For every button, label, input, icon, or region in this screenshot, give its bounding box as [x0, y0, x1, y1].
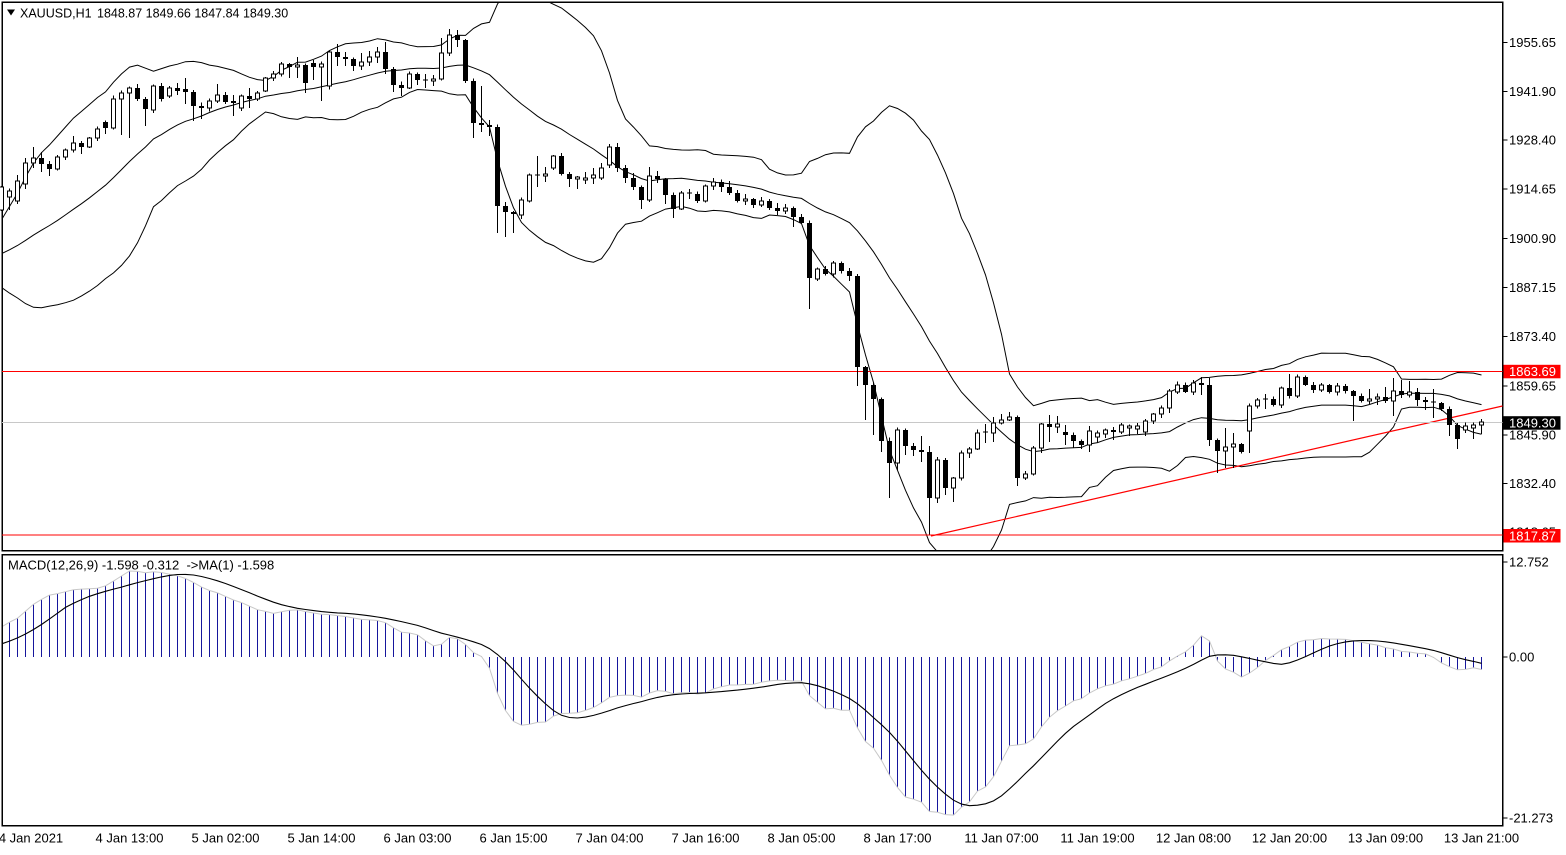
- svg-text:1859.65: 1859.65: [1509, 379, 1556, 394]
- svg-text:12.752: 12.752: [1509, 555, 1549, 570]
- svg-text:1873.40: 1873.40: [1509, 329, 1556, 344]
- svg-text:1832.40: 1832.40: [1509, 476, 1556, 491]
- svg-text:-21.273: -21.273: [1509, 811, 1553, 826]
- svg-text:1914.65: 1914.65: [1509, 182, 1556, 197]
- svg-text:XAUUSD,H1: XAUUSD,H1: [20, 7, 92, 21]
- svg-text:12 Jan 08:00: 12 Jan 08:00: [1156, 831, 1231, 846]
- svg-text:MACD(12,26,9) -1.598 -0.312 -: MACD(12,26,9) -1.598 -0.312 ->MA(1) -1.5…: [8, 558, 274, 573]
- svg-text:11 Jan 19:00: 11 Jan 19:00: [1060, 831, 1134, 846]
- svg-text:1928.40: 1928.40: [1509, 132, 1556, 147]
- svg-text:13 Jan 21:00: 13 Jan 21:00: [1444, 831, 1519, 846]
- svg-text:12 Jan 20:00: 12 Jan 20:00: [1252, 831, 1327, 846]
- svg-text:8 Jan 05:00: 8 Jan 05:00: [768, 831, 836, 846]
- svg-text:1887.15: 1887.15: [1509, 280, 1556, 295]
- svg-text:8 Jan 17:00: 8 Jan 17:00: [864, 831, 932, 846]
- svg-text:1817.87: 1817.87: [1509, 528, 1556, 543]
- svg-text:11 Jan 07:00: 11 Jan 07:00: [964, 831, 1038, 846]
- svg-text:7 Jan 04:00: 7 Jan 04:00: [576, 831, 644, 846]
- svg-text:1845.90: 1845.90: [1509, 428, 1556, 443]
- svg-text:1849.30: 1849.30: [1509, 416, 1556, 431]
- svg-text:4 Jan 2021: 4 Jan 2021: [0, 831, 63, 846]
- svg-text:4 Jan 13:00: 4 Jan 13:00: [96, 831, 164, 846]
- svg-text:7 Jan 16:00: 7 Jan 16:00: [672, 831, 740, 846]
- svg-text:0.00: 0.00: [1509, 650, 1534, 665]
- svg-text:1900.90: 1900.90: [1509, 231, 1556, 246]
- svg-text:6 Jan 03:00: 6 Jan 03:00: [384, 831, 452, 846]
- svg-text:1941.90: 1941.90: [1509, 84, 1556, 99]
- svg-text:13 Jan 09:00: 13 Jan 09:00: [1348, 831, 1423, 846]
- svg-text:1955.65: 1955.65: [1509, 35, 1556, 50]
- svg-text:6 Jan 15:00: 6 Jan 15:00: [480, 831, 548, 846]
- svg-text:1848.87 1849.66 1847.84 1849.3: 1848.87 1849.66 1847.84 1849.30: [97, 7, 288, 21]
- svg-text:5 Jan 14:00: 5 Jan 14:00: [288, 831, 356, 846]
- svg-text:5 Jan 02:00: 5 Jan 02:00: [192, 831, 260, 846]
- svg-text:1863.69: 1863.69: [1509, 364, 1556, 379]
